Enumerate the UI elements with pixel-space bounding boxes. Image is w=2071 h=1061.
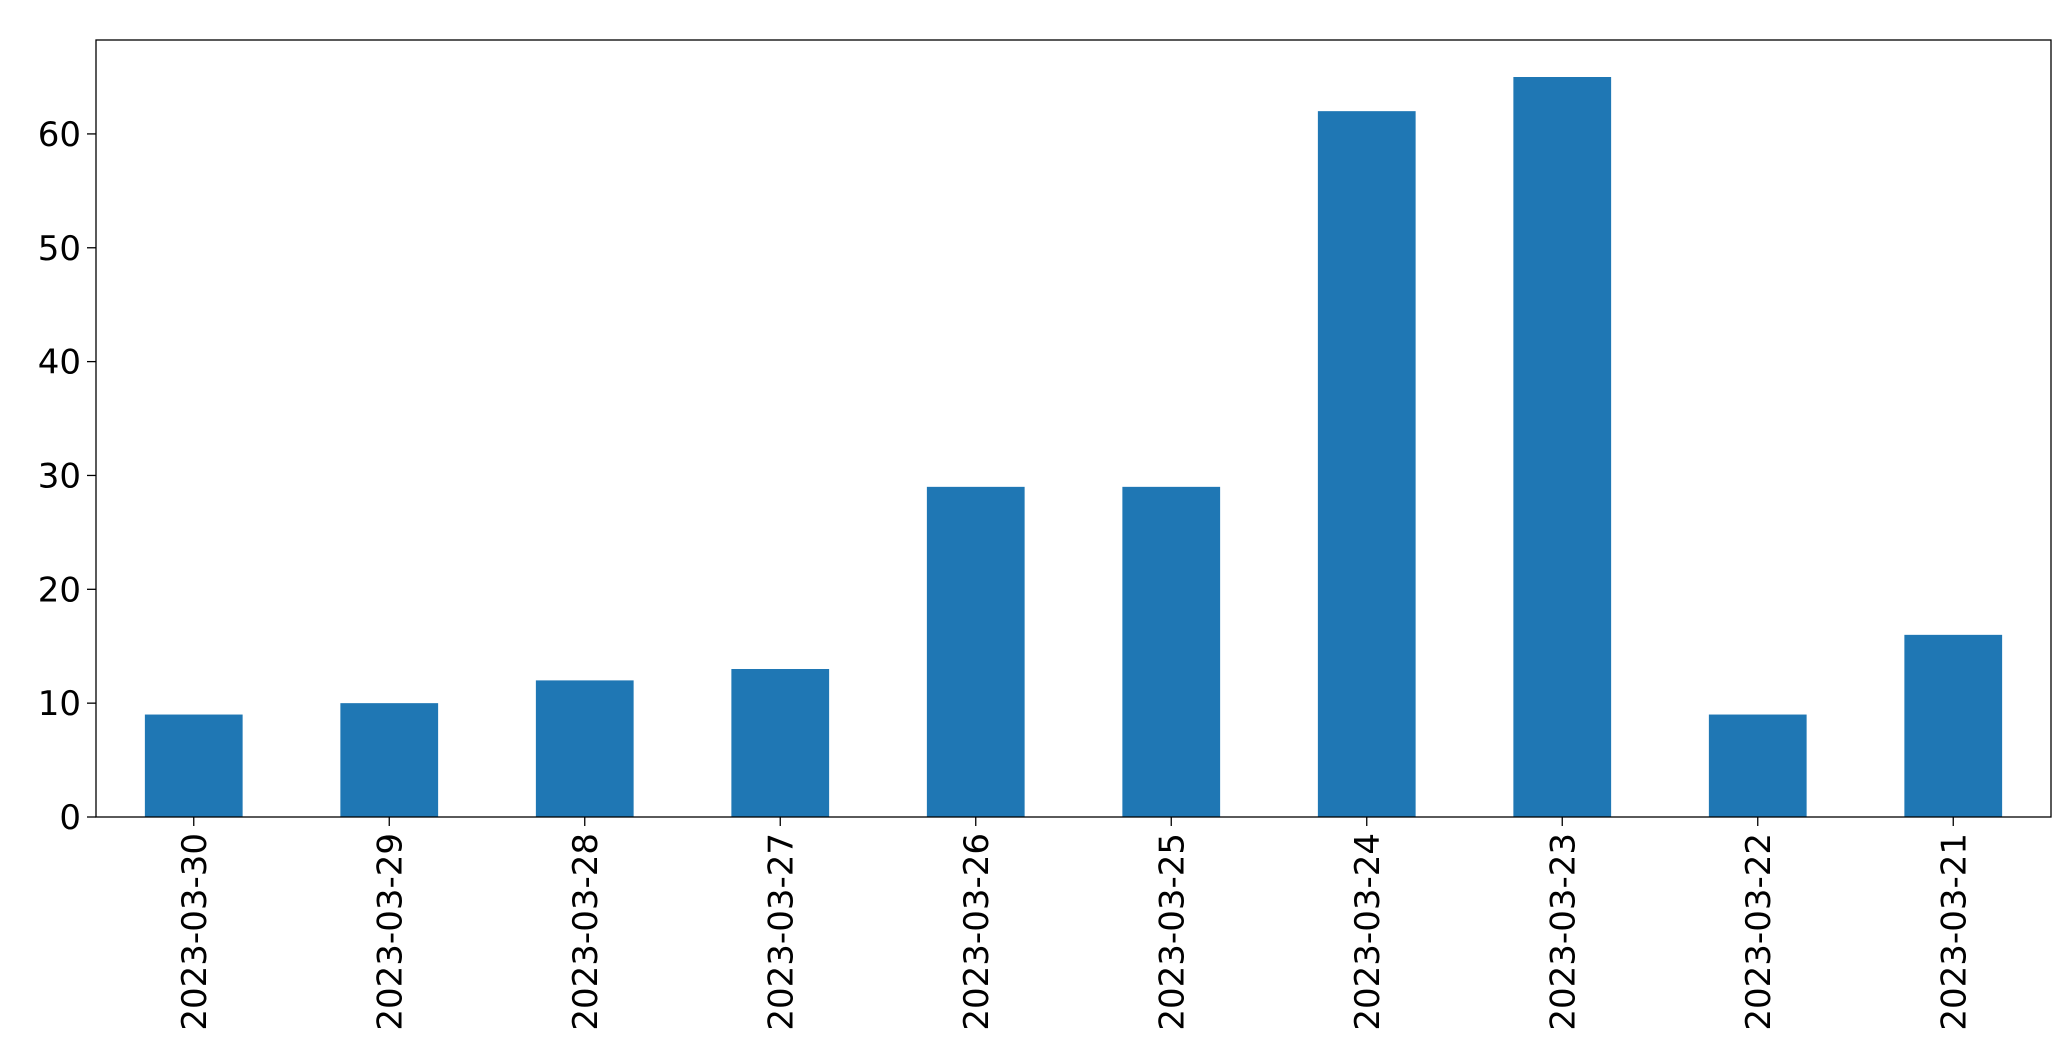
x-tick-label: 2023-03-27 — [761, 833, 801, 1031]
y-tick-label: 60 — [38, 115, 81, 155]
x-tick-label: 2023-03-22 — [1739, 833, 1779, 1031]
x-tick-label: 2023-03-26 — [957, 833, 997, 1031]
axes-frame — [95, 39, 2052, 818]
x-tick-label: 2023-03-24 — [1348, 833, 1388, 1031]
y-tick-label: 40 — [38, 343, 81, 383]
x-tick-label: 2023-03-28 — [566, 833, 606, 1031]
y-tick-label: 50 — [38, 229, 81, 269]
x-tick-label: 2023-03-30 — [175, 833, 215, 1031]
bar — [1513, 77, 1612, 817]
y-tick-label: 30 — [38, 456, 81, 496]
bar — [1708, 714, 1807, 817]
bar — [926, 486, 1025, 817]
x-tick-label: 2023-03-29 — [370, 833, 410, 1031]
bar — [1122, 486, 1221, 817]
x-tick-label: 2023-03-25 — [1152, 833, 1192, 1031]
y-tick-label: 10 — [38, 684, 81, 724]
bar — [144, 714, 243, 817]
bar — [1317, 111, 1416, 817]
bar — [731, 669, 830, 817]
y-tick-label: 0 — [59, 798, 81, 838]
x-tick-label: 2023-03-21 — [1934, 833, 1974, 1031]
x-tick-label: 2023-03-23 — [1543, 833, 1583, 1031]
y-tick-label: 20 — [38, 570, 81, 610]
bar — [535, 680, 634, 817]
bar — [1904, 634, 2003, 817]
bar — [340, 703, 439, 817]
